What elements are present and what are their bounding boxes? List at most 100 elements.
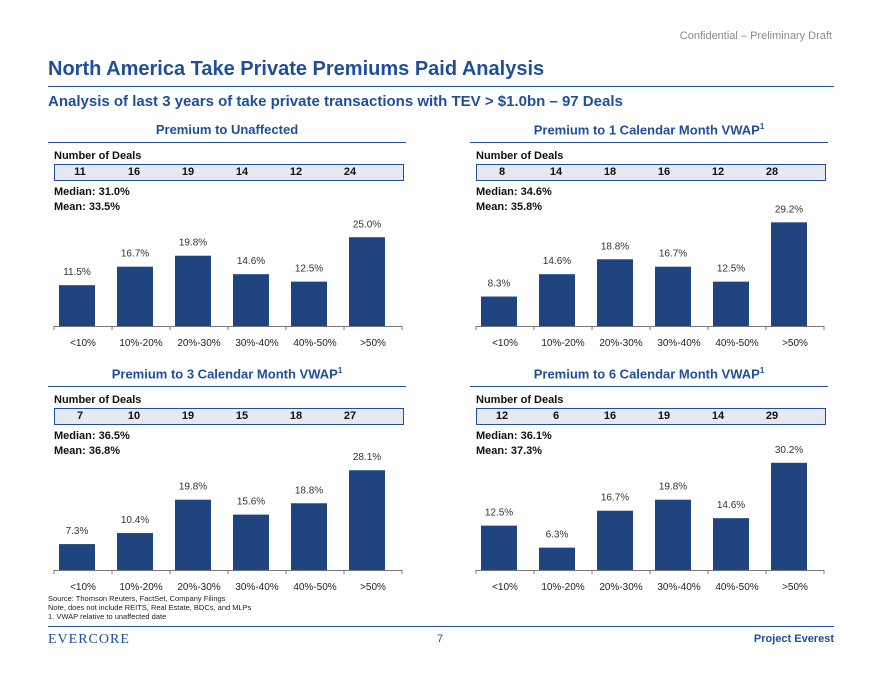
category-label: 10%-20% <box>119 338 162 347</box>
confidential-label: Confidential – Preliminary Draft <box>679 30 832 42</box>
bar <box>539 547 575 570</box>
category-label: 30%-40% <box>657 338 700 347</box>
bar <box>349 470 385 570</box>
category-label: 30%-40% <box>657 582 700 591</box>
data-label: 6.3% <box>546 530 569 541</box>
category-label: 20%-30% <box>599 338 642 347</box>
deal-count: 10 <box>127 410 141 422</box>
panel-title: Premium to 3 Calendar Month VWAP1 <box>48 366 406 381</box>
deal-count: 11 <box>74 166 86 178</box>
bar <box>291 281 327 326</box>
mean-value: Mean: 36.8% <box>54 445 121 457</box>
bar <box>349 237 385 326</box>
bar <box>597 510 633 570</box>
data-label: 10.4% <box>121 515 149 526</box>
category-label: <10% <box>492 338 518 347</box>
data-label: 12.5% <box>717 264 745 275</box>
bar <box>713 518 749 570</box>
data-label: 16.7% <box>601 493 629 504</box>
bar <box>597 259 633 326</box>
deals-count-row: 7 10 19 15 18 27 <box>54 408 404 425</box>
category-label: >50% <box>782 338 808 347</box>
footnote-marker: 1 <box>337 366 343 375</box>
data-label: 18.8% <box>295 485 323 496</box>
footnote-marker: 1 <box>759 122 765 131</box>
data-label: 11.5% <box>63 267 91 278</box>
bar <box>117 533 153 570</box>
category-label: 40%-50% <box>293 338 336 347</box>
bar <box>117 266 153 326</box>
category-label: >50% <box>360 582 386 591</box>
bar <box>771 222 807 326</box>
bar <box>59 285 95 326</box>
deal-count: 14 <box>235 166 249 178</box>
deal-count: 18 <box>603 166 617 178</box>
page-number: 7 <box>436 633 444 645</box>
deal-count: 14 <box>711 410 725 422</box>
data-label: 19.8% <box>659 482 687 493</box>
bar <box>481 296 517 326</box>
panel-title-text: Premium to 1 Calendar Month VWAP <box>533 122 760 138</box>
panel-title-rule <box>470 386 828 387</box>
footer-rule <box>48 626 834 627</box>
deal-count: 24 <box>343 166 357 178</box>
data-label: 16.7% <box>121 249 149 260</box>
panel-premium-3m-vwap: Premium to 3 Calendar Month VWAP1 Number … <box>48 366 406 591</box>
category-label: 20%-30% <box>599 582 642 591</box>
bar <box>175 499 211 570</box>
bar <box>655 499 691 570</box>
deals-label: Number of Deals <box>54 394 142 406</box>
data-label: 29.2% <box>775 204 803 215</box>
panel-title-rule <box>470 142 828 143</box>
category-label: 20%-30% <box>177 582 220 591</box>
deal-count: 16 <box>603 410 617 422</box>
deal-count: 29 <box>765 410 779 422</box>
deals-count-row: 11 16 19 14 12 24 <box>54 164 404 181</box>
category-label: 40%-50% <box>715 582 758 591</box>
median-value: Median: 36.1% <box>476 430 552 442</box>
bar <box>291 503 327 570</box>
mean-value: Mean: 37.3% <box>476 445 543 457</box>
deal-count: 8 <box>498 166 506 178</box>
project-name: Project Everest <box>753 633 834 645</box>
data-label: 15.6% <box>237 497 265 508</box>
deal-count: 12 <box>711 166 725 178</box>
data-label: 25.0% <box>353 219 381 230</box>
deal-count: 28 <box>765 166 779 178</box>
data-label: 28.1% <box>353 452 381 463</box>
category-label: >50% <box>782 582 808 591</box>
bar-chart: 11.5% <10% 16.7% 10%-20% 19.8% 20%-30% 14.6% 30… <box>53 219 403 347</box>
deal-count: 7 <box>76 410 84 422</box>
category-label: 10%-20% <box>541 582 584 591</box>
data-label: 16.7% <box>659 249 687 260</box>
deals-count-row: 12 6 16 19 14 29 <box>476 408 826 425</box>
deal-count: 12 <box>495 410 509 422</box>
deals-label: Number of Deals <box>476 394 564 406</box>
deal-count: 19 <box>181 166 195 178</box>
median-value: Median: 36.5% <box>54 430 130 442</box>
mean-value: Mean: 35.8% <box>476 201 543 213</box>
category-label: <10% <box>70 582 96 591</box>
page-subtitle: Analysis of last 3 years of take private… <box>48 93 623 110</box>
deal-count: 27 <box>343 410 357 422</box>
mean-value: Mean: 33.5% <box>54 201 121 213</box>
deal-count: 6 <box>552 410 560 422</box>
category-label: 30%-40% <box>235 338 278 347</box>
panel-premium-1m-vwap: Premium to 1 Calendar Month VWAP1 Number … <box>470 122 828 347</box>
exclusion-note: Note, does not include REITS, Real Estat… <box>48 603 252 612</box>
bar <box>59 544 95 570</box>
bar-chart: 12.5% <10% 6.3% 10%-20% 16.7% 20%-30% 19.8% 30%… <box>475 445 825 591</box>
median-value: Median: 34.6% <box>476 186 552 198</box>
bar-chart: 7.3% <10% 10.4% 10%-20% 19.8% 20%-30% 15.6% 30%… <box>53 452 403 591</box>
panel-title: Premium to Unaffected <box>48 122 406 137</box>
category-label: 40%-50% <box>715 338 758 347</box>
bar <box>655 266 691 326</box>
deals-label: Number of Deals <box>54 150 142 162</box>
category-label: <10% <box>70 338 96 347</box>
data-label: 19.8% <box>179 238 207 249</box>
footnote-marker: 1 <box>759 366 765 375</box>
data-label: 8.3% <box>488 279 511 290</box>
category-label: 40%-50% <box>293 582 336 591</box>
category-label: 20%-30% <box>177 338 220 347</box>
data-label: 19.8% <box>179 482 207 493</box>
